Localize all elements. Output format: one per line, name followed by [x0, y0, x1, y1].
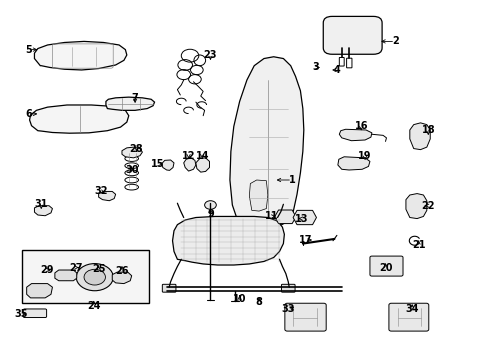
Text: 20: 20: [378, 262, 391, 273]
Text: 25: 25: [92, 264, 105, 274]
Polygon shape: [172, 216, 284, 265]
Text: 27: 27: [69, 262, 82, 273]
Text: 26: 26: [115, 266, 128, 276]
Text: 21: 21: [411, 240, 425, 250]
Text: 29: 29: [40, 265, 53, 275]
Text: 32: 32: [94, 186, 107, 197]
Text: 17: 17: [298, 235, 311, 245]
FancyBboxPatch shape: [23, 309, 46, 318]
Text: 5: 5: [26, 45, 32, 55]
Text: 18: 18: [421, 125, 434, 135]
Polygon shape: [229, 57, 303, 227]
Polygon shape: [30, 105, 128, 133]
Text: 16: 16: [354, 121, 367, 131]
FancyBboxPatch shape: [346, 58, 351, 68]
FancyBboxPatch shape: [323, 17, 381, 54]
Text: 28: 28: [129, 144, 143, 154]
Polygon shape: [196, 158, 209, 172]
Circle shape: [84, 269, 105, 285]
Polygon shape: [112, 272, 131, 284]
FancyBboxPatch shape: [285, 303, 325, 331]
Polygon shape: [122, 147, 142, 158]
Polygon shape: [337, 157, 369, 170]
Text: 1: 1: [288, 175, 295, 185]
Text: 23: 23: [203, 50, 217, 60]
Text: 24: 24: [87, 301, 101, 311]
Polygon shape: [405, 194, 426, 219]
Polygon shape: [162, 160, 174, 170]
Polygon shape: [409, 123, 429, 150]
Polygon shape: [292, 210, 316, 225]
Polygon shape: [274, 210, 295, 224]
Text: 19: 19: [358, 151, 371, 161]
Text: 9: 9: [206, 209, 213, 219]
Polygon shape: [34, 41, 126, 70]
Text: 12: 12: [182, 151, 195, 161]
Text: 6: 6: [26, 109, 32, 119]
Text: 7: 7: [131, 93, 138, 103]
Polygon shape: [99, 192, 116, 201]
Polygon shape: [106, 97, 154, 111]
Text: 35: 35: [14, 309, 27, 319]
Text: 33: 33: [281, 304, 294, 314]
Polygon shape: [183, 158, 196, 171]
Polygon shape: [249, 180, 267, 211]
Polygon shape: [339, 129, 371, 141]
FancyBboxPatch shape: [281, 284, 294, 292]
Text: 13: 13: [295, 213, 308, 224]
Polygon shape: [27, 284, 52, 298]
Polygon shape: [34, 206, 52, 216]
Text: 30: 30: [125, 165, 138, 175]
FancyBboxPatch shape: [388, 303, 428, 331]
Text: 8: 8: [255, 297, 262, 307]
Circle shape: [76, 264, 113, 291]
FancyBboxPatch shape: [162, 284, 176, 292]
Text: 22: 22: [421, 201, 434, 211]
Bar: [22, 250, 149, 303]
FancyBboxPatch shape: [339, 58, 344, 66]
Text: 4: 4: [333, 65, 340, 75]
Polygon shape: [55, 270, 77, 281]
Text: 11: 11: [264, 211, 277, 221]
Text: 34: 34: [405, 304, 418, 314]
Text: 31: 31: [35, 199, 48, 209]
Text: 15: 15: [151, 159, 164, 169]
Text: 2: 2: [391, 36, 398, 46]
Text: 14: 14: [195, 151, 208, 161]
Circle shape: [204, 201, 216, 209]
Text: 3: 3: [312, 63, 319, 72]
Text: 10: 10: [232, 294, 246, 303]
FancyBboxPatch shape: [369, 256, 402, 276]
